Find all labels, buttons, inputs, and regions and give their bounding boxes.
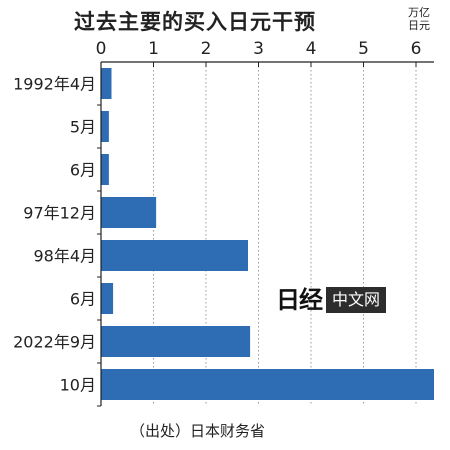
category-label-6: 2022年9月 [13,333,96,352]
unit-label-line2: 日元 [408,19,430,32]
category-label-3: 97年12月 [23,204,96,223]
category-label-7: 10月 [60,376,96,395]
bar-6 [101,326,251,357]
bar-3 [101,197,157,228]
bar-5 [101,283,114,314]
unit-label-line1: 万亿 [408,6,430,19]
nikkei-chinese-badge: 中文网 [326,287,387,313]
nikkei-watermark: 日经 中文网 [276,285,387,314]
bar-1 [101,111,109,142]
unit-label: 万亿 日元 [402,6,436,32]
x-tick-label-2: 2 [201,39,212,59]
x-tick-label-1: 1 [148,39,159,59]
bar-7 [101,369,434,400]
x-tick-label-0: 0 [96,39,107,59]
category-label-1: 5月 [70,118,96,137]
bar-4 [101,240,248,271]
category-label-5: 6月 [70,290,96,309]
nikkei-logo: 日经 [276,285,323,314]
bar-2 [101,154,109,185]
x-tick-label-5: 5 [358,39,369,59]
category-label-4: 98年4月 [33,247,96,266]
x-tick-label-6: 6 [411,39,422,59]
chart-title: 过去主要的买入日元干预 [74,10,316,34]
category-label-2: 6月 [70,161,96,180]
source-note: （出处）日本财务省 [130,422,266,440]
category-label-0: 1992年4月 [13,75,96,94]
bar-0 [101,68,112,99]
x-tick-label-4: 4 [306,39,317,59]
x-tick-label-3: 3 [253,39,264,59]
